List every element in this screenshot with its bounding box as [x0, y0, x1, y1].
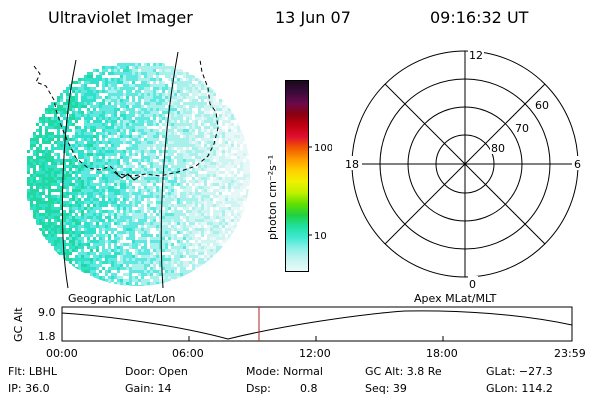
- date-label: 13 Jun 07: [275, 8, 351, 27]
- info-dsp-value: 0.8: [300, 382, 318, 395]
- colorbar-tick-label-10: 10: [314, 231, 327, 242]
- mlt-line-diag: [384, 83, 546, 245]
- right-panel-caption: Apex MLat/MLT: [414, 292, 497, 305]
- altitude-ytick-high: 9.0: [38, 306, 56, 319]
- mlat-label-80: 80: [491, 142, 505, 155]
- info-gc-alt: GC Alt: 3.8 Re: [365, 365, 442, 378]
- info-glon: GLon: 114.2: [486, 382, 553, 395]
- longitude-line: [160, 51, 179, 289]
- left-panel-caption: Geographic Lat/Lon: [68, 292, 176, 305]
- info-flt: Flt: LBHL: [8, 365, 57, 378]
- coastline: [33, 59, 219, 177]
- xtick-label: 12:00: [299, 347, 331, 360]
- info-dsp-label: Dsp:: [246, 382, 271, 395]
- info-door: Door: Open: [125, 365, 188, 378]
- xtick-label: 06:00: [172, 347, 204, 360]
- info-ip: IP: 36.0: [8, 382, 50, 395]
- xtick-label: 00:00: [46, 347, 78, 360]
- x-ticks: [61, 336, 573, 341]
- colorbar-unit-label: photon cm⁻²s⁻¹: [266, 155, 279, 240]
- xtick-label: 23:59: [554, 347, 586, 360]
- mlt-label-12: 12: [469, 49, 483, 62]
- colorbar-tick-label-100: 100: [314, 143, 332, 154]
- xtick-label: 18:00: [426, 347, 458, 360]
- info-gain: Gain: 14: [125, 382, 172, 395]
- altitude-plot-frame: [61, 306, 573, 342]
- altitude-timeline-plot: GC Alt 9.0 1.8 00:00 06:00 12:00 18:00 2…: [12, 306, 586, 360]
- altitude-ylabel: GC Alt: [12, 307, 25, 342]
- instrument-title: Ultraviolet Imager: [48, 8, 193, 27]
- auroral-image-disc: [27, 63, 250, 286]
- mlat-label-70: 70: [515, 122, 529, 135]
- altitude-ytick-low: 1.8: [38, 330, 56, 343]
- color-scale-bar: [285, 80, 309, 272]
- altitude-curve: [61, 310, 573, 340]
- uv-image-geographic: [27, 51, 250, 289]
- time-label: 09:16:32 UT: [430, 8, 529, 27]
- mlt-label-0: 0: [469, 278, 476, 291]
- info-seq: Seq: 39: [365, 382, 407, 395]
- info-mode: Mode: Normal: [246, 365, 323, 378]
- mlat-mlt-polar-plot: 12 18 6 0 60 70 80: [344, 48, 584, 291]
- info-glat: GLat: −27.3: [486, 365, 553, 378]
- colorbar-axis: 100 10 photon cm⁻²s⁻¹: [266, 143, 332, 242]
- mlt-label-6: 6: [574, 158, 581, 171]
- coastline: [113, 171, 141, 181]
- longitude-line: [61, 59, 77, 289]
- mlat-label-60: 60: [535, 99, 549, 112]
- mlt-label-18: 18: [345, 158, 359, 171]
